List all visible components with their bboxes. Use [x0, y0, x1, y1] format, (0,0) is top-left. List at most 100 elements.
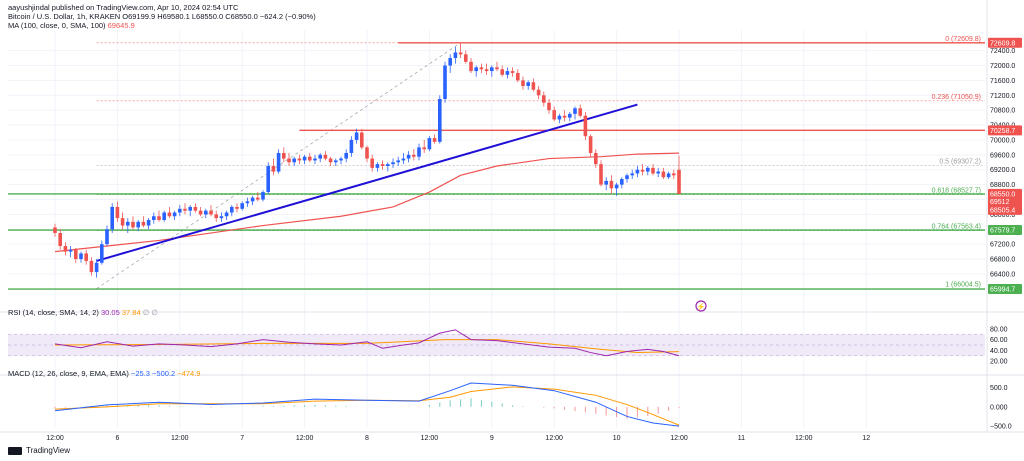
candle-body [427, 138, 432, 150]
candle [313, 154, 317, 165]
candle-body [458, 52, 463, 55]
candle-body [318, 154, 322, 159]
candle [84, 249, 88, 265]
time-tick-label: 12:00 [545, 435, 563, 442]
candle-body [282, 152, 286, 159]
candle [401, 152, 406, 165]
candle-body [136, 221, 140, 228]
price-tag-bg [988, 125, 1022, 136]
rsi-tick-label: 60.00 [990, 337, 1008, 344]
candle [547, 99, 551, 114]
candle [568, 112, 572, 122]
candle-body [344, 152, 348, 159]
candle-body [432, 138, 437, 142]
price-tick-label: 71200.0 [990, 93, 1015, 100]
candle-body [521, 80, 525, 86]
candle-body [193, 206, 198, 211]
candle [640, 164, 645, 176]
candle [323, 151, 328, 161]
candle [292, 156, 296, 166]
candle-body [68, 249, 73, 252]
candle-body [526, 82, 530, 86]
price-tick-label: 66400.0 [990, 271, 1015, 278]
candle-body [500, 69, 504, 75]
time-tick-label: 8 [365, 435, 369, 442]
candle [339, 156, 343, 165]
candle-body [599, 164, 603, 185]
candle-body [380, 164, 385, 166]
candle-body [110, 206, 114, 230]
price-tick-label: 72400.0 [990, 48, 1015, 55]
candle [614, 182, 619, 196]
symbol-title: Bitcoin / U.S. Dollar, 1h, KRAKEN [8, 12, 121, 21]
candle-body [614, 184, 619, 189]
candle [651, 164, 655, 176]
candle [672, 169, 676, 180]
candle [625, 173, 629, 183]
ma-legend[interactable]: MA (100, close, 0, SMA, 100) 69645.9 [8, 21, 135, 30]
rsi-line [54, 329, 680, 357]
candle [261, 190, 265, 202]
candle-body [661, 171, 666, 178]
candle [282, 147, 286, 163]
candle-body [292, 158, 296, 163]
candle [110, 203, 114, 233]
price-tag: 67579.7 [988, 225, 1022, 236]
candle-body [391, 162, 395, 165]
time-tick-label: 9 [490, 435, 494, 442]
candle-body [297, 158, 302, 161]
candle [58, 229, 62, 250]
fib-level-label: 1 (66004.5) [945, 282, 981, 289]
candle [235, 203, 239, 213]
candle-body [328, 158, 333, 163]
price-tag-label: 69512 [990, 199, 1010, 206]
candle-body [370, 158, 374, 168]
time-tick-label: 12:00 [171, 435, 189, 442]
candle [406, 151, 411, 163]
candle [594, 149, 598, 168]
candle [328, 156, 333, 166]
candle [646, 166, 650, 176]
candle [422, 139, 426, 153]
candle [188, 205, 192, 217]
price-tick-label: 71600.0 [990, 78, 1015, 85]
candle-body [100, 244, 104, 263]
candle [474, 65, 478, 77]
candle [183, 203, 187, 215]
candle [557, 113, 562, 124]
macd-legend[interactable]: MACD (12, 26, close, 9, EMA, EMA) −25.3 … [8, 369, 200, 378]
candle-body [339, 158, 343, 161]
candle-body [666, 173, 671, 178]
time-tick-label: 12 [862, 435, 870, 442]
candle-body [198, 210, 203, 215]
price-tick-label: 70000.0 [990, 137, 1015, 144]
candle-body [406, 154, 411, 159]
candle-body [635, 169, 640, 174]
candle [271, 158, 276, 176]
rsi-legend[interactable]: RSI (14, close, SMA, 14, 2) 30.05 37.84 … [8, 308, 158, 317]
candle-body [505, 71, 510, 75]
price-tag-bg [988, 284, 1022, 295]
candle [391, 158, 395, 168]
candle [115, 201, 120, 222]
candle [604, 177, 608, 191]
candle-body [152, 216, 156, 220]
candle [453, 46, 458, 64]
tradingview-brand[interactable]: TradingView [8, 446, 70, 455]
candle [74, 247, 78, 263]
candle-body [349, 139, 354, 153]
candle-body [266, 166, 270, 193]
macd-value-2: −500.2 [152, 369, 176, 378]
event-icon[interactable]: ⚡ [695, 300, 707, 312]
candle-body [677, 169, 681, 194]
author-line: aayushjindal published on TradingView.co… [8, 3, 239, 12]
candle [136, 219, 140, 232]
candle-body [646, 167, 650, 172]
fib-levels: 0 (72609.8) 0.236 (71050.9) 0.5 (69307.2) 0… [96, 36, 985, 289]
candle [620, 177, 624, 189]
candle-body [625, 175, 629, 180]
candle [521, 76, 525, 90]
rsi-tick-label: 20.00 [990, 359, 1008, 366]
candle-body [578, 108, 582, 116]
